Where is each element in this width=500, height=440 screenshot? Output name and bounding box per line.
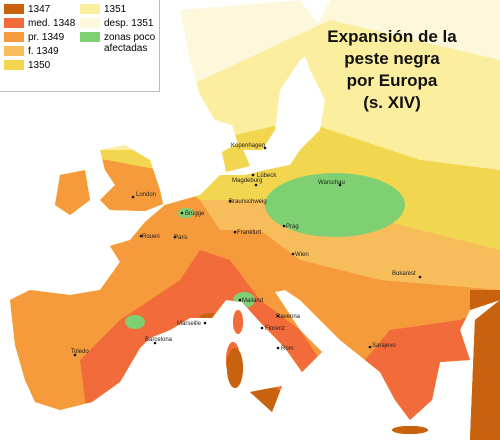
city-dot — [153, 341, 157, 345]
city-label: Braunschweig — [229, 199, 267, 205]
city-label: Bukarest — [392, 271, 416, 277]
city-dot — [368, 345, 372, 349]
city-dot — [254, 183, 258, 187]
zone-1347 — [198, 313, 222, 327]
legend-swatch — [80, 18, 100, 28]
city-dot — [73, 353, 77, 357]
zone-low — [125, 315, 145, 329]
city-label: Paris — [174, 235, 188, 241]
city-dot — [203, 321, 207, 325]
city-label: Brügge — [185, 211, 205, 217]
title-line: peste negra — [344, 49, 440, 68]
city-label: Prag — [286, 224, 299, 230]
city-label: Wien — [295, 252, 309, 258]
city-label: Rouen — [142, 234, 160, 240]
legend-item: zonas poco afectadas — [80, 32, 164, 54]
city-label: Florenz — [265, 326, 285, 332]
legend-label: med. 1348 — [28, 18, 76, 29]
city-dot — [131, 195, 135, 199]
legend-item: f. 1349 — [4, 46, 80, 60]
city-dot — [251, 173, 255, 177]
city-label: Rom — [281, 346, 294, 352]
legend-label: 1351 — [104, 4, 127, 15]
city-label: Barcelona — [145, 337, 173, 343]
city-label: Warschau — [318, 180, 345, 186]
city-dot — [233, 230, 237, 234]
legend-swatch — [4, 46, 24, 56]
title-line: por Europa — [346, 71, 438, 90]
city-dot — [418, 275, 422, 279]
city-dot — [228, 199, 232, 203]
city-label: London — [136, 192, 156, 198]
city-dot — [139, 234, 143, 238]
zone-1347 — [226, 348, 244, 392]
legend-item: desp. 1351 — [80, 18, 164, 32]
city-dot — [282, 224, 286, 228]
legend-label: 1350 — [28, 60, 51, 71]
legend-swatch — [4, 60, 24, 70]
legend-label: pr. 1349 — [28, 32, 65, 43]
title-line: (s. XIV) — [363, 93, 421, 112]
title-line: Expansión de la — [327, 27, 457, 46]
legend-label: 1347 — [28, 4, 51, 15]
legend-label: zonas poco afectadas — [104, 32, 156, 54]
legend-swatch — [4, 32, 24, 42]
legend-item: 1351 — [80, 4, 164, 18]
city-label: Magdeburg — [232, 178, 262, 184]
legend-swatch — [4, 18, 24, 28]
legend-label: desp. 1351 — [104, 18, 154, 29]
city-label: Mailand — [242, 298, 263, 304]
city-label: Frankfurt — [237, 230, 261, 236]
city-dot — [263, 146, 267, 150]
city-dot — [276, 346, 280, 350]
zone-low — [178, 208, 194, 218]
city-label: Lübeck — [257, 173, 277, 179]
cities: Kopenhagen Lübeck London Magdeburg Warschau B… — [71, 143, 422, 357]
zone-1347 — [245, 386, 285, 414]
map-title: Expansión de la peste negra por Europa (s. … — [302, 26, 482, 114]
city-label: Sarajevo — [372, 343, 396, 349]
legend-swatch — [80, 32, 100, 42]
legend-swatch — [80, 4, 100, 14]
city-dot — [173, 235, 177, 239]
city-dot — [180, 211, 184, 215]
legend: 1347 med. 1348 pr. 1349 f. 1349 1350 1351 desp… — [0, 0, 160, 92]
legend-item: med. 1348 — [4, 18, 80, 32]
city-dot — [238, 298, 242, 302]
zone-1347 — [390, 422, 430, 438]
city-dot — [291, 252, 295, 256]
legend-item: 1350 — [4, 60, 80, 88]
legend-item: pr. 1349 — [4, 32, 80, 46]
city-dot — [276, 314, 280, 318]
zone-low — [265, 173, 405, 237]
city-dot — [338, 183, 342, 187]
legend-label: f. 1349 — [28, 46, 59, 57]
zone-1347 — [470, 290, 500, 440]
city-label: Ravenna — [276, 314, 301, 320]
city-label: Marseille — [177, 321, 202, 327]
legend-swatch — [4, 4, 24, 14]
city-dot — [260, 326, 264, 330]
city-label: Kopenhagen — [231, 143, 265, 149]
legend-item: 1347 — [4, 4, 80, 18]
city-label: Toledo — [71, 349, 89, 355]
